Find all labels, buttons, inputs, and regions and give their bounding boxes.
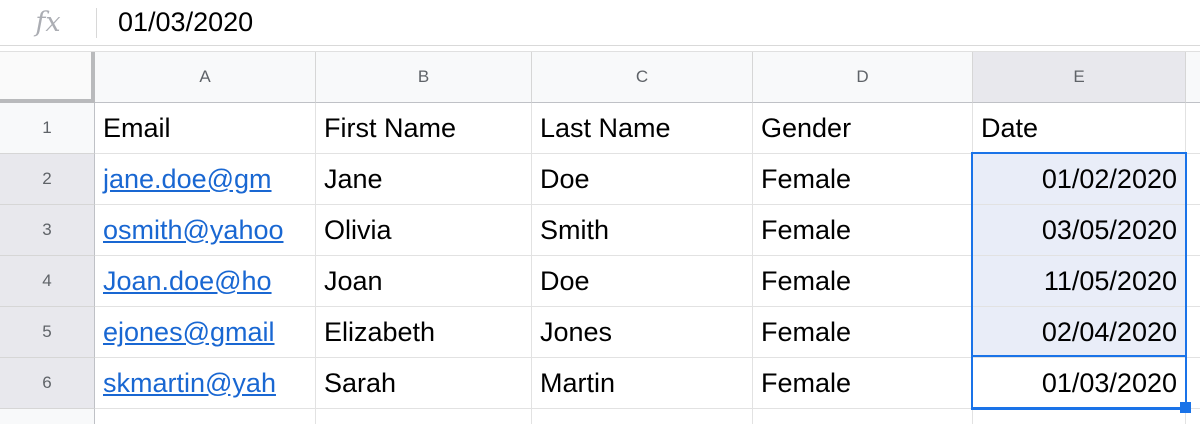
row-header-5[interactable]: 5 bbox=[0, 307, 95, 358]
cell-d3-gender[interactable]: Female bbox=[753, 205, 973, 256]
cell-f6[interactable] bbox=[1186, 358, 1200, 409]
select-all-corner[interactable] bbox=[0, 52, 95, 103]
email-link[interactable]: ejones@gmail bbox=[103, 316, 275, 347]
column-header-e[interactable]: E bbox=[973, 52, 1186, 103]
column-header-b[interactable]: B bbox=[316, 52, 532, 103]
cell-c5-last-name[interactable]: Jones bbox=[532, 307, 753, 358]
cell-c6-last-name[interactable]: Martin bbox=[532, 358, 753, 409]
row-header-4[interactable]: 4 bbox=[0, 256, 95, 307]
cell-f1[interactable] bbox=[1186, 103, 1200, 154]
column-header-d[interactable]: D bbox=[753, 52, 973, 103]
column-header-a[interactable]: A bbox=[95, 52, 316, 103]
email-link[interactable]: jane.doe@gm bbox=[103, 163, 272, 194]
cell-e2-date[interactable]: 01/02/2020 bbox=[973, 154, 1186, 205]
cell-e4-date[interactable]: 11/05/2020 bbox=[973, 256, 1186, 307]
cell-d7-partial[interactable] bbox=[753, 409, 973, 424]
cell-c7-partial[interactable] bbox=[532, 409, 753, 424]
cell-b7-partial[interactable] bbox=[316, 409, 532, 424]
email-link[interactable]: Joan.doe@ho bbox=[103, 265, 272, 296]
column-header-c[interactable]: C bbox=[532, 52, 753, 103]
cell-b4-first-name[interactable]: Joan bbox=[316, 256, 532, 307]
cell-b3-first-name[interactable]: Olivia bbox=[316, 205, 532, 256]
email-link[interactable]: skmartin@yah bbox=[103, 367, 276, 398]
spreadsheet-grid: A B C D E 1 Email First Name Last Name G… bbox=[0, 51, 1200, 424]
cell-f3[interactable] bbox=[1186, 205, 1200, 256]
cell-c2-last-name[interactable]: Doe bbox=[532, 154, 753, 205]
cell-d6-gender[interactable]: Female bbox=[753, 358, 973, 409]
cell-e3-date[interactable]: 03/05/2020 bbox=[973, 205, 1186, 256]
row-header-6[interactable]: 6 bbox=[0, 358, 95, 409]
cell-c1-last-name-header[interactable]: Last Name bbox=[532, 103, 753, 154]
cell-e6-date-active[interactable]: 01/03/2020 bbox=[973, 358, 1186, 409]
cell-f2[interactable] bbox=[1186, 154, 1200, 205]
formula-input[interactable]: 01/03/2020 bbox=[118, 7, 254, 37]
cell-a1-email-header[interactable]: Email bbox=[95, 103, 316, 154]
cell-c4-last-name[interactable]: Doe bbox=[532, 256, 753, 307]
formula-bar-gap bbox=[0, 46, 1200, 51]
cell-f5[interactable] bbox=[1186, 307, 1200, 358]
cell-b6-first-name[interactable]: Sarah bbox=[316, 358, 532, 409]
cell-e1-date-header[interactable]: Date bbox=[973, 103, 1186, 154]
cell-a5-email[interactable]: ejones@gmail bbox=[95, 307, 316, 358]
cell-a7-partial[interactable] bbox=[95, 409, 316, 424]
cell-e5-date[interactable]: 02/04/2020 bbox=[973, 307, 1186, 358]
formula-bar-divider bbox=[96, 7, 97, 38]
cell-d5-gender[interactable]: Female bbox=[753, 307, 973, 358]
cell-d1-gender-header[interactable]: Gender bbox=[753, 103, 973, 154]
cell-c3-last-name[interactable]: Smith bbox=[532, 205, 753, 256]
cell-a3-email[interactable]: osmith@yahoo bbox=[95, 205, 316, 256]
column-header-f-sliver[interactable] bbox=[1186, 52, 1200, 103]
cell-e7-partial[interactable] bbox=[973, 409, 1186, 424]
fill-handle[interactable] bbox=[1180, 402, 1191, 413]
row-header-2[interactable]: 2 bbox=[0, 154, 95, 205]
formula-bar: fx 01/03/2020 bbox=[0, 0, 1200, 46]
cell-a4-email[interactable]: Joan.doe@ho bbox=[95, 256, 316, 307]
cell-b2-first-name[interactable]: Jane bbox=[316, 154, 532, 205]
email-link[interactable]: osmith@yahoo bbox=[103, 214, 284, 245]
cell-a6-email[interactable]: skmartin@yah bbox=[95, 358, 316, 409]
fx-icon: fx bbox=[35, 6, 61, 38]
cell-b5-first-name[interactable]: Elizabeth bbox=[316, 307, 532, 358]
cell-d4-gender[interactable]: Female bbox=[753, 256, 973, 307]
row-header-1[interactable]: 1 bbox=[0, 103, 95, 154]
row-header-3[interactable]: 3 bbox=[0, 205, 95, 256]
cell-f4[interactable] bbox=[1186, 256, 1200, 307]
row-header-7-partial[interactable] bbox=[0, 409, 95, 424]
cell-a2-email[interactable]: jane.doe@gm bbox=[95, 154, 316, 205]
cell-d2-gender[interactable]: Female bbox=[753, 154, 973, 205]
cell-b1-first-name-header[interactable]: First Name bbox=[316, 103, 532, 154]
